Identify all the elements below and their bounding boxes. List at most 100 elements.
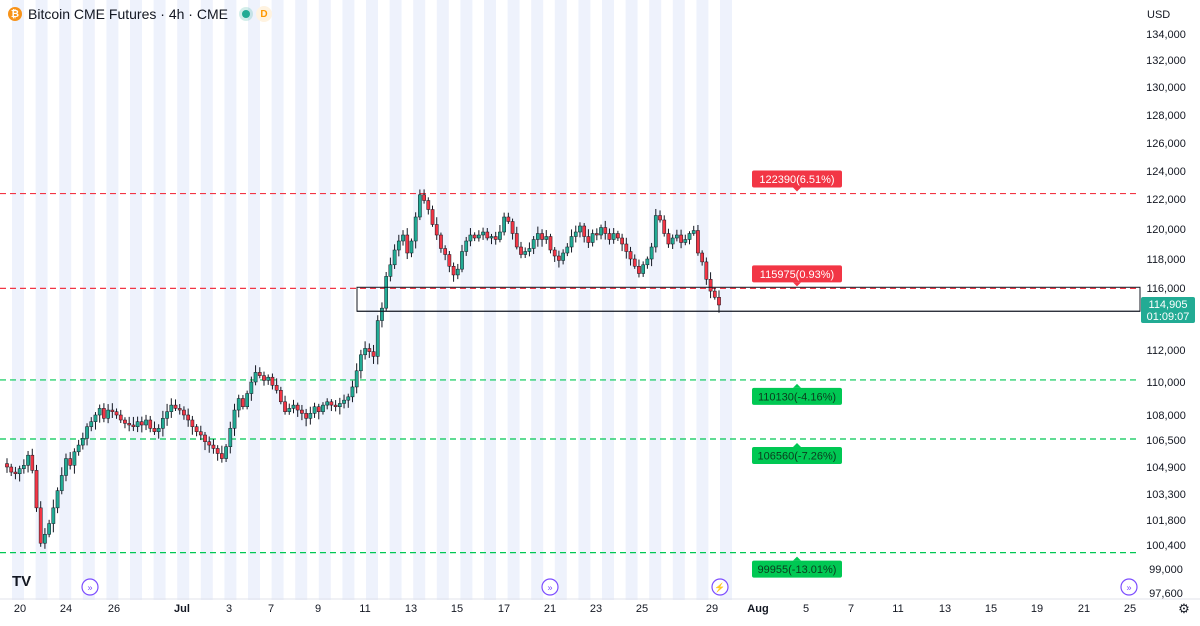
candle[interactable] xyxy=(611,228,616,244)
candle[interactable] xyxy=(329,399,334,412)
candle[interactable] xyxy=(194,424,199,437)
candle[interactable] xyxy=(485,228,490,241)
candle[interactable] xyxy=(68,452,73,470)
candle[interactable] xyxy=(30,448,35,474)
candle[interactable] xyxy=(106,404,110,424)
candle[interactable] xyxy=(439,232,443,253)
candle[interactable] xyxy=(312,402,317,418)
candle[interactable] xyxy=(38,501,43,547)
candle[interactable] xyxy=(245,390,249,410)
candle[interactable] xyxy=(607,228,612,245)
candle[interactable] xyxy=(380,302,384,328)
candle[interactable] xyxy=(540,229,544,247)
candle[interactable] xyxy=(190,415,195,435)
candle[interactable] xyxy=(17,465,22,482)
candle[interactable] xyxy=(679,229,683,249)
candle[interactable] xyxy=(717,290,721,313)
candle[interactable] xyxy=(502,212,506,236)
candle[interactable] xyxy=(557,250,561,268)
candle[interactable] xyxy=(569,229,574,253)
candle[interactable] xyxy=(232,403,237,436)
candle[interactable] xyxy=(300,404,304,421)
candle[interactable] xyxy=(13,466,18,480)
candle[interactable] xyxy=(118,409,123,424)
candle[interactable] xyxy=(76,439,81,456)
candle[interactable] xyxy=(573,225,578,243)
candle[interactable] xyxy=(287,403,292,415)
candle[interactable] xyxy=(434,217,439,240)
candle[interactable] xyxy=(506,212,511,224)
candle[interactable] xyxy=(493,231,498,245)
candle[interactable] xyxy=(582,223,587,243)
candle[interactable] xyxy=(173,399,178,412)
candle[interactable] xyxy=(123,417,127,429)
candle[interactable] xyxy=(295,402,300,417)
candle[interactable] xyxy=(249,376,254,401)
candle[interactable] xyxy=(367,343,372,358)
candle[interactable] xyxy=(51,499,56,533)
candle[interactable] xyxy=(321,402,325,415)
candle[interactable] xyxy=(253,365,258,386)
candle[interactable] xyxy=(177,404,182,415)
candle[interactable] xyxy=(207,436,212,453)
candle[interactable] xyxy=(85,423,89,446)
candle[interactable] xyxy=(110,403,115,418)
candle[interactable] xyxy=(527,242,532,257)
candle[interactable] xyxy=(316,403,321,420)
candle[interactable] xyxy=(135,416,140,433)
candle[interactable] xyxy=(55,487,60,514)
candle[interactable] xyxy=(161,410,165,437)
candle[interactable] xyxy=(278,386,283,405)
candle[interactable] xyxy=(645,256,650,269)
candle[interactable] xyxy=(510,218,515,240)
candle[interactable] xyxy=(127,416,132,432)
currency-label[interactable]: USD xyxy=(1147,9,1171,21)
candle[interactable] xyxy=(447,251,452,273)
candle[interactable] xyxy=(274,378,279,394)
candle[interactable] xyxy=(152,421,157,435)
candle[interactable] xyxy=(131,416,136,432)
candle[interactable] xyxy=(26,450,30,473)
jump-to-realtime-icon[interactable]: » xyxy=(1120,578,1138,596)
candle[interactable] xyxy=(426,197,431,215)
candle[interactable] xyxy=(683,234,688,246)
candle[interactable] xyxy=(519,241,523,259)
lightning-icon[interactable]: ⚡ xyxy=(711,578,729,596)
candle[interactable] xyxy=(102,403,106,423)
candle[interactable] xyxy=(22,459,26,474)
candle[interactable] xyxy=(691,225,696,236)
jump-to-realtime-icon[interactable]: » xyxy=(81,578,99,596)
candle[interactable] xyxy=(139,416,144,433)
candle[interactable] xyxy=(308,406,313,425)
candle[interactable] xyxy=(498,225,502,243)
candle[interactable] xyxy=(64,453,68,482)
level-label[interactable]: 122390(6.51%) xyxy=(752,170,842,192)
candle[interactable] xyxy=(624,237,629,259)
candle[interactable] xyxy=(641,261,646,277)
candle[interactable] xyxy=(489,233,494,245)
candle[interactable] xyxy=(363,341,367,360)
candle[interactable] xyxy=(422,189,426,204)
candle[interactable] xyxy=(270,373,275,390)
candle[interactable] xyxy=(283,395,287,415)
candle[interactable] xyxy=(220,445,224,463)
candle[interactable] xyxy=(514,226,519,250)
candle[interactable] xyxy=(211,439,216,454)
candle[interactable] xyxy=(266,374,271,385)
candle[interactable] xyxy=(594,228,599,241)
candle[interactable] xyxy=(241,395,245,410)
candle[interactable] xyxy=(224,444,228,463)
candle[interactable] xyxy=(548,233,553,254)
candle[interactable] xyxy=(409,238,414,258)
candle[interactable] xyxy=(59,467,64,495)
candle[interactable] xyxy=(291,399,296,414)
settings-gear-icon[interactable]: ⚙ xyxy=(1178,601,1190,616)
candle[interactable] xyxy=(468,228,473,247)
candle[interactable] xyxy=(114,408,119,419)
candle[interactable] xyxy=(578,222,582,238)
candle[interactable] xyxy=(586,229,591,248)
candle[interactable] xyxy=(257,367,262,379)
candle[interactable] xyxy=(472,232,477,242)
candle[interactable] xyxy=(392,244,397,269)
candle[interactable] xyxy=(620,233,624,252)
